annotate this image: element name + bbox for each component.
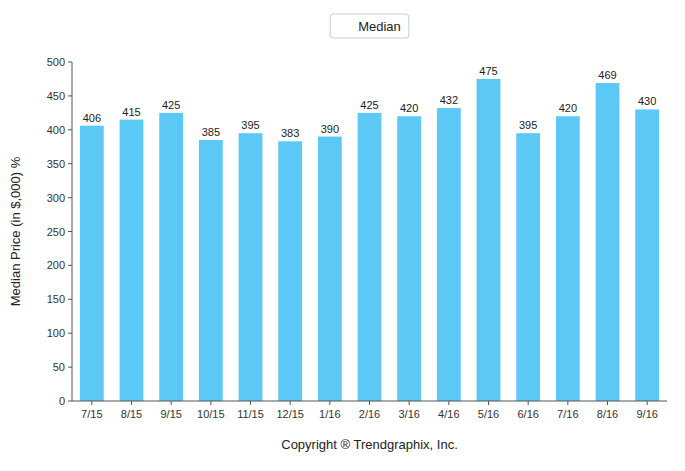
x-tick-label: 12/15 [276, 408, 304, 420]
x-tick [567, 401, 568, 405]
bar [199, 140, 223, 401]
bar [437, 108, 461, 401]
x-tick [409, 401, 410, 405]
y-tick-label: 150 [47, 293, 65, 305]
x-tick-label: 7/15 [81, 408, 102, 420]
x-tick-label: 9/16 [636, 408, 657, 420]
x-tick [647, 401, 648, 405]
x-tick [369, 401, 370, 405]
chart: 406 415 425 385 395 383 390 425 420 432 475 395 420 4… [0, 0, 685, 471]
x-tick-label: 3/16 [398, 408, 419, 420]
y-tick-label: 250 [47, 226, 65, 238]
x-tick-label: 8/16 [597, 408, 618, 420]
data-label: 395 [519, 119, 537, 131]
legend: Median [330, 14, 409, 38]
y-tick [68, 197, 72, 198]
x-tick [131, 401, 132, 405]
y-tick-label: 300 [47, 192, 65, 204]
data-label: 385 [202, 126, 220, 138]
y-tick [68, 163, 72, 164]
x-tick-label: 9/15 [160, 408, 181, 420]
x-tick [171, 401, 172, 405]
bar [397, 116, 421, 401]
y-tick-label: 450 [47, 90, 65, 102]
y-tick [68, 265, 72, 266]
data-label: 475 [479, 65, 497, 77]
bar [596, 83, 620, 401]
y-tick [68, 231, 72, 232]
bar [80, 126, 104, 401]
x-tick [528, 401, 529, 405]
bar [159, 113, 183, 401]
y-tick [68, 367, 72, 368]
x-tick-label: 2/16 [359, 408, 380, 420]
x-tick [448, 401, 449, 405]
bars [80, 79, 659, 401]
bar [516, 133, 540, 401]
y-tick [68, 299, 72, 300]
y-tick [68, 62, 72, 63]
data-label: 425 [360, 99, 378, 111]
data-label: 469 [598, 69, 616, 81]
data-label: 395 [241, 119, 259, 131]
y-tick-label: 400 [47, 124, 65, 136]
x-tick-label: 4/16 [438, 408, 459, 420]
y-tick-label: 200 [47, 259, 65, 271]
bar [358, 113, 382, 401]
x-axis-label: Copyright ® Trendgraphix, Inc. [281, 437, 458, 452]
data-label: 432 [440, 94, 458, 106]
x-tick [210, 401, 211, 405]
bar [635, 109, 659, 401]
y-axis-label: Median Price (in $,000) % [8, 156, 23, 306]
data-label: 430 [638, 95, 656, 107]
bar [278, 141, 302, 401]
data-label: 415 [122, 106, 140, 118]
x-tick-label: 8/15 [121, 408, 142, 420]
x-tick [250, 401, 251, 405]
x-tick [607, 401, 608, 405]
data-label: 425 [162, 99, 180, 111]
x-tick-label: 10/15 [197, 408, 225, 420]
bar [318, 137, 342, 401]
x-tick [290, 401, 291, 405]
y-tick-label: 0 [59, 395, 65, 407]
y-tick [68, 95, 72, 96]
y-tick [68, 401, 72, 402]
data-label: 406 [83, 112, 101, 124]
data-label: 420 [559, 102, 577, 114]
y-tick [68, 129, 72, 130]
legend-label: Median [358, 19, 401, 34]
bar [477, 79, 501, 401]
x-tick [329, 401, 330, 405]
data-label: 420 [400, 102, 418, 114]
x-tick-label: 7/16 [557, 408, 578, 420]
y-tick-label: 50 [53, 361, 65, 373]
x-tick [488, 401, 489, 405]
bar [239, 133, 263, 401]
x-tick-label: 5/16 [478, 408, 499, 420]
x-tick-label: 1/16 [319, 408, 340, 420]
y-tick-label: 100 [47, 327, 65, 339]
y-tick-label: 350 [47, 158, 65, 170]
bar [556, 116, 580, 401]
y-tick [68, 333, 72, 334]
data-label: 383 [281, 127, 299, 139]
x-tick [91, 401, 92, 405]
bar [120, 120, 144, 401]
legend-frame [330, 14, 409, 38]
data-label: 390 [321, 123, 339, 135]
y-tick-label: 500 [47, 56, 65, 68]
x-tick-label: 6/16 [517, 408, 538, 420]
x-tick-label: 11/15 [237, 408, 264, 420]
